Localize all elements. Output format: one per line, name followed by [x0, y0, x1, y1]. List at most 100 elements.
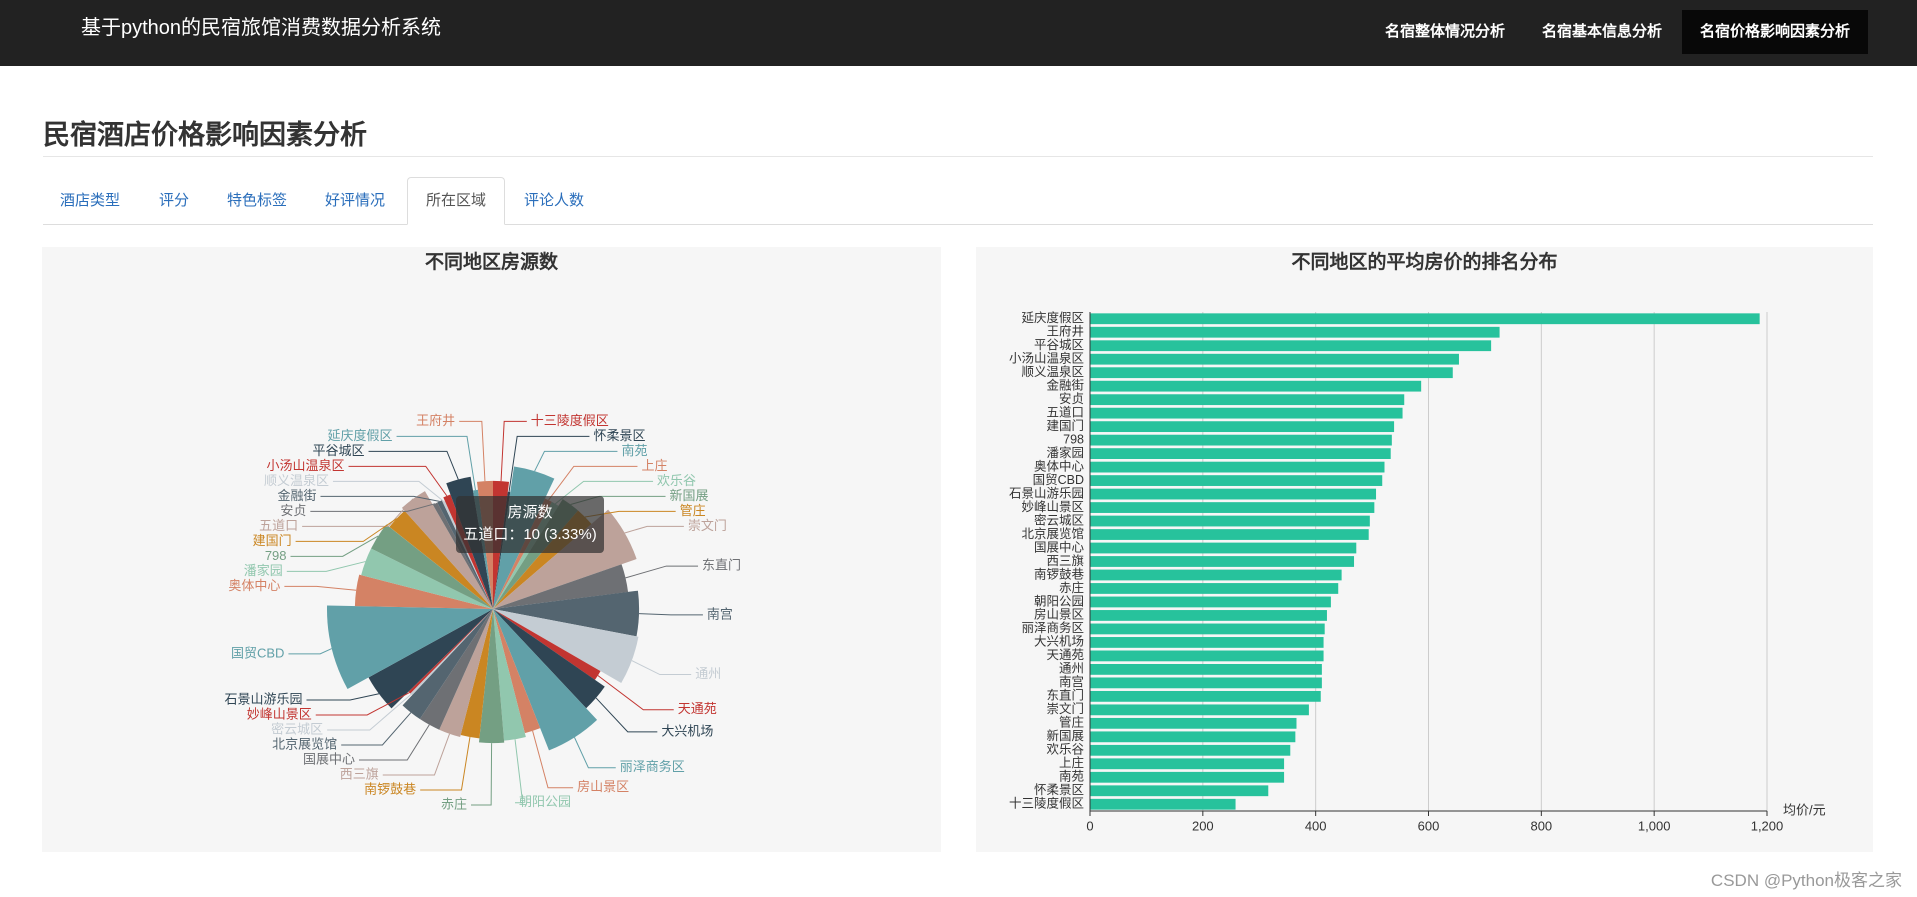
bar [1090, 515, 1370, 527]
pie-label: 房山景区 [577, 779, 629, 794]
y-tick-label: 南锣鼓巷 [1034, 566, 1085, 581]
bar [1090, 475, 1383, 486]
bar [1090, 758, 1285, 770]
tab[interactable]: 评分 [159, 192, 190, 209]
pie-label: 石景山游乐园 [224, 691, 302, 706]
y-tick-label: 管庄 [1059, 715, 1084, 730]
leader-line [284, 585, 357, 591]
nav-item[interactable]: 名宿整体情况分析 [1385, 23, 1506, 40]
pie-label: 妙峰山景区 [247, 706, 312, 721]
chart-panel: 不同地区的平均房价的排名分布 0 200 400 600 800 1,000 1,200 延庆度… [976, 247, 1873, 852]
pie-label: 天通苑 [678, 701, 717, 716]
tab-active[interactable]: 所在区域 [407, 177, 506, 225]
pie-label: 国展中心 [303, 751, 355, 766]
leader-line [332, 480, 445, 502]
pie-label: 赤庄 [441, 796, 467, 811]
y-tick-label: 南苑 [1059, 769, 1085, 784]
y-tick-label: 石景山游乐园 [1009, 486, 1084, 500]
nav-item-active[interactable]: 名宿价格影响因素分析 [1682, 10, 1868, 54]
pie-slice [354, 574, 493, 609]
leader-line [310, 503, 436, 512]
pie-label: 五道口 [259, 518, 298, 533]
pie-label: 平谷城区 [313, 443, 365, 458]
x-tick-label: 800 [1530, 818, 1552, 833]
y-tick-label: 顺义温泉区 [1021, 364, 1084, 379]
leader-line [286, 561, 366, 572]
pie-label: 南锣鼓巷 [364, 781, 416, 796]
pie-slice [493, 609, 541, 734]
y-tick-label: 南宫 [1059, 674, 1084, 689]
pie-slice [432, 502, 493, 609]
leader-line [532, 730, 574, 789]
page-title: 民宿酒店价格影响因素分析 [43, 120, 367, 150]
y-tick-label: 丽泽商务区 [1021, 620, 1084, 635]
leader-line [341, 712, 412, 746]
y-tick-label: 西三旗 [1046, 553, 1084, 568]
bar [1090, 502, 1375, 513]
y-tick-label: 房山景区 [1034, 607, 1084, 622]
bar [1090, 407, 1403, 419]
bar [1090, 380, 1422, 392]
pie-label: 东直门 [702, 558, 741, 573]
leader-line [302, 498, 414, 527]
y-tick-label: 上庄 [1059, 755, 1084, 770]
bar [1090, 340, 1492, 352]
leader-line [320, 495, 440, 502]
bar [1090, 650, 1324, 662]
bar [1090, 313, 1760, 325]
pie-label: 上庄 [641, 458, 667, 473]
y-tick-label: 国贸CBD [1033, 473, 1084, 487]
y-tick-label: 五道口 [1046, 405, 1084, 419]
bar [1090, 704, 1309, 716]
bar-chart: 不同地区的平均房价的排名分布 0 200 400 600 800 1,000 1,200 延庆度… [1009, 250, 1826, 833]
tooltip: 房源数 五道口：10 (3.33%) [456, 496, 604, 553]
y-tick-label: 北京展览馆 [1021, 526, 1084, 541]
bar [1090, 785, 1269, 797]
bar [1090, 461, 1385, 473]
tab[interactable]: 特色标签 [227, 192, 288, 209]
tab[interactable]: 评论人数 [524, 192, 585, 209]
y-tick-label: 平谷城区 [1034, 338, 1084, 352]
bar [1090, 610, 1327, 621]
x-tick-label: 600 [1418, 818, 1440, 833]
leader-line [306, 693, 380, 701]
tab[interactable]: 酒店类型 [60, 192, 121, 209]
y-tick-label: 金融街 [1046, 377, 1084, 392]
bar [1090, 421, 1395, 433]
leader-line [638, 613, 703, 616]
pie-label: 密云城区 [271, 721, 323, 736]
pie-label: 潘家园 [244, 563, 283, 578]
tooltip-title: 房源数 [507, 504, 553, 521]
y-tick-label: 建国门 [1046, 418, 1084, 433]
pie-label: 顺义温泉区 [264, 473, 329, 488]
leader-line [420, 737, 471, 791]
chart-title: 不同地区的平均房价的排名分布 [1291, 250, 1557, 273]
y-tick-label: 妙峰山景区 [1021, 500, 1084, 514]
pie-label: 通州 [695, 666, 721, 681]
leader-line [597, 675, 674, 711]
x-tick-label: 200 [1192, 818, 1214, 833]
y-tick-label: 怀柔景区 [1034, 783, 1084, 797]
pie-slice [410, 609, 493, 696]
pie-slice [478, 609, 505, 744]
pie-slice [371, 524, 493, 609]
leader-line [625, 565, 699, 579]
brand[interactable]: 基于python的民宿旅馆消费数据分析系统 [81, 17, 442, 39]
bar [1090, 717, 1297, 729]
bar [1090, 731, 1296, 743]
nav-item[interactable]: 名宿基本信息分析 [1542, 23, 1663, 40]
pie-label: 国贸CBD [231, 645, 284, 660]
pie-slice [493, 609, 598, 751]
leader-line [500, 420, 527, 482]
pie-slice [442, 501, 493, 609]
pie-label: 金融街 [277, 488, 316, 503]
divider [43, 156, 1873, 157]
y-tick-label: 奥体中心 [1034, 458, 1085, 473]
leader-line [508, 435, 590, 492]
leader-line [288, 648, 332, 655]
pie-label: 十三陵度假区 [531, 413, 609, 428]
pie-label: 安贞 [280, 503, 306, 518]
y-tick-label: 密云城区 [1034, 512, 1084, 527]
tab[interactable]: 好评情况 [325, 192, 386, 209]
